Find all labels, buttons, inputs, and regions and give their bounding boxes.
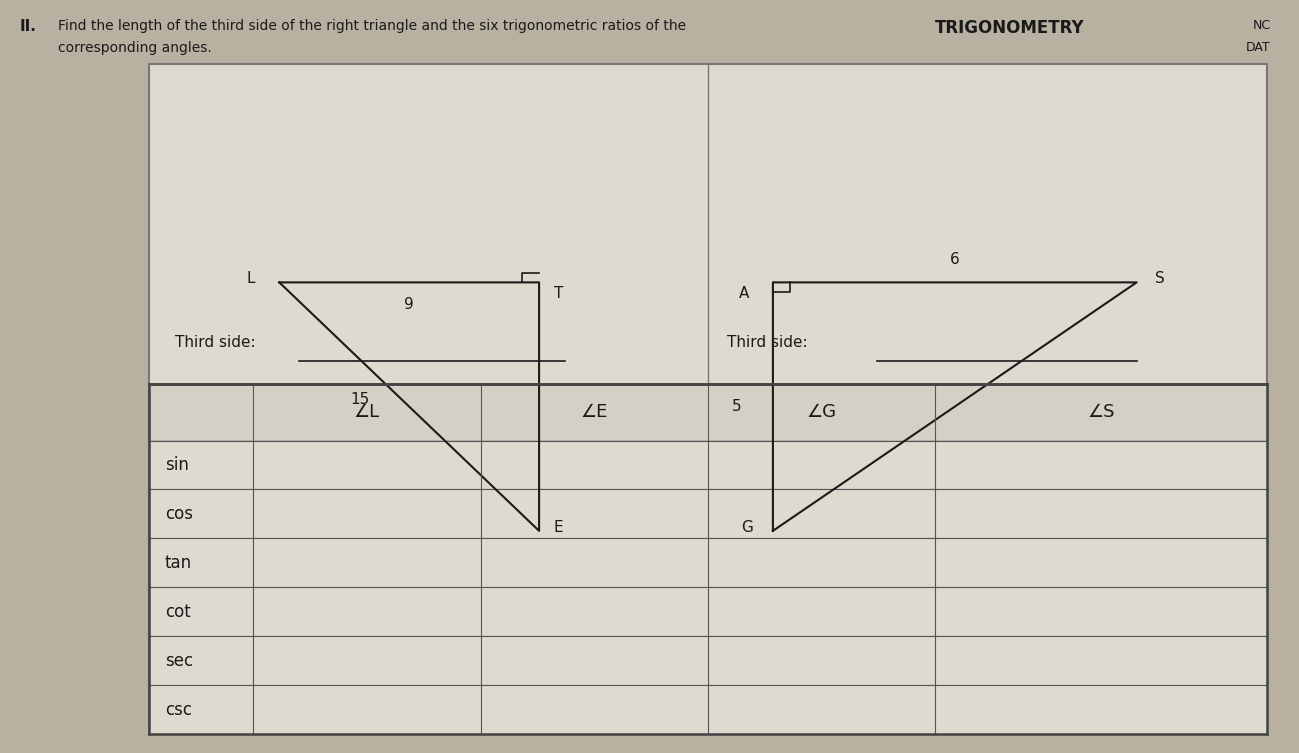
Text: sin: sin	[165, 456, 188, 474]
Text: 15: 15	[351, 392, 369, 407]
Bar	[149, 384, 1267, 441]
Text: ∠G: ∠G	[807, 404, 837, 421]
Text: ∠S: ∠S	[1087, 404, 1115, 421]
Bar	[149, 489, 1267, 538]
Text: ∠L: ∠L	[353, 404, 381, 421]
Text: NC: NC	[1252, 19, 1270, 32]
Text: Third side:: Third side:	[727, 335, 808, 350]
Bar	[149, 685, 1267, 734]
Text: 6: 6	[950, 252, 960, 267]
Text: S: S	[1155, 271, 1165, 286]
Text: corresponding angles.: corresponding angles.	[58, 41, 212, 56]
Text: G: G	[740, 520, 753, 535]
Bar	[149, 636, 1267, 685]
Text: T: T	[553, 286, 564, 301]
Text: tan: tan	[165, 554, 192, 572]
Bar	[149, 441, 1267, 489]
Text: DAT: DAT	[1246, 41, 1270, 54]
Text: E: E	[553, 520, 564, 535]
Text: 5: 5	[731, 399, 742, 414]
Text: L: L	[247, 271, 255, 286]
Text: 9: 9	[404, 297, 414, 312]
Text: TRIGONOMETRY: TRIGONOMETRY	[935, 19, 1085, 37]
Text: ∠E: ∠E	[581, 404, 608, 421]
Text: csc: csc	[165, 701, 192, 718]
Text: Third side:: Third side:	[175, 335, 256, 350]
Text: A: A	[739, 286, 750, 301]
Text: cot: cot	[165, 603, 191, 620]
Text: cos: cos	[165, 505, 194, 523]
Bar	[149, 538, 1267, 587]
Bar	[149, 587, 1267, 636]
Text: Find the length of the third side of the right triangle and the six trigonometri: Find the length of the third side of the…	[58, 19, 687, 33]
Bar	[149, 64, 1267, 734]
Text: sec: sec	[165, 652, 194, 669]
Text: II.: II.	[19, 19, 36, 34]
